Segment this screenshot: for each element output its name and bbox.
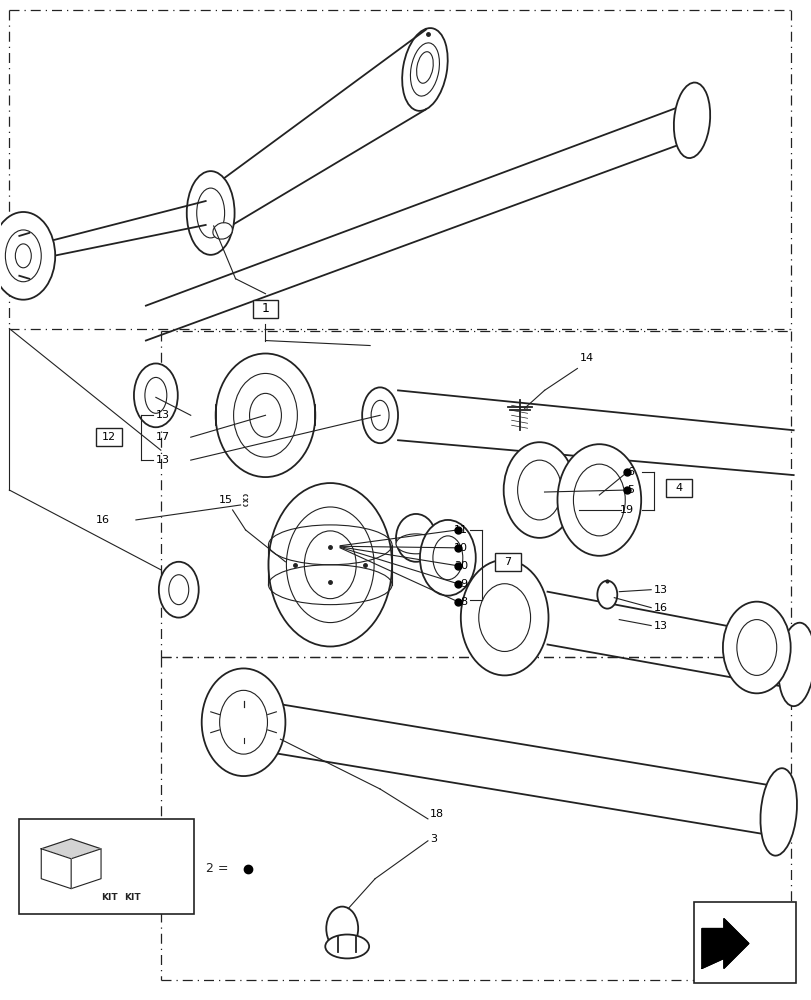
Text: 15: 15 <box>218 495 233 505</box>
Ellipse shape <box>557 444 641 556</box>
Ellipse shape <box>0 212 55 300</box>
FancyBboxPatch shape <box>252 300 278 318</box>
Text: 1: 1 <box>261 302 269 315</box>
Text: 4: 4 <box>675 483 682 493</box>
Text: 16: 16 <box>654 603 667 613</box>
Text: 12: 12 <box>102 432 116 442</box>
Ellipse shape <box>461 560 548 675</box>
Text: 3: 3 <box>429 834 436 844</box>
Text: 13: 13 <box>654 621 667 631</box>
Ellipse shape <box>419 520 475 596</box>
Text: 18: 18 <box>429 809 444 819</box>
FancyBboxPatch shape <box>494 553 520 571</box>
Text: 10: 10 <box>453 543 467 553</box>
Text: 17: 17 <box>156 432 169 442</box>
Ellipse shape <box>778 623 811 706</box>
Ellipse shape <box>268 483 392 646</box>
Text: 13: 13 <box>156 455 169 465</box>
Bar <box>19 819 194 914</box>
Ellipse shape <box>401 28 447 111</box>
Ellipse shape <box>396 514 436 562</box>
Bar <box>693 902 795 983</box>
Text: 14: 14 <box>579 353 593 363</box>
Ellipse shape <box>326 907 358 950</box>
Ellipse shape <box>722 602 790 693</box>
Text: 13: 13 <box>156 410 169 420</box>
Text: KIT: KIT <box>101 893 117 902</box>
Polygon shape <box>71 849 101 889</box>
Text: 8: 8 <box>460 597 467 607</box>
Ellipse shape <box>396 534 436 554</box>
Ellipse shape <box>673 83 710 158</box>
Polygon shape <box>41 839 101 859</box>
Ellipse shape <box>212 223 232 239</box>
Ellipse shape <box>325 935 369 958</box>
Text: 20: 20 <box>453 561 467 571</box>
Text: 7: 7 <box>504 557 511 567</box>
Text: 19: 19 <box>620 505 633 515</box>
Polygon shape <box>702 919 748 968</box>
Ellipse shape <box>216 354 315 477</box>
Text: 13: 13 <box>654 585 667 595</box>
Ellipse shape <box>760 768 796 856</box>
Ellipse shape <box>187 171 234 255</box>
Ellipse shape <box>201 668 285 776</box>
FancyBboxPatch shape <box>665 479 691 497</box>
Text: KIT: KIT <box>124 893 141 902</box>
Text: 16: 16 <box>96 515 110 525</box>
Ellipse shape <box>597 581 616 609</box>
Ellipse shape <box>503 442 575 538</box>
Ellipse shape <box>159 562 199 618</box>
Ellipse shape <box>134 363 178 427</box>
Text: 6: 6 <box>626 467 633 477</box>
Text: 2 =: 2 = <box>205 862 228 875</box>
Polygon shape <box>41 849 71 889</box>
Ellipse shape <box>362 387 397 443</box>
FancyBboxPatch shape <box>96 428 122 446</box>
Text: 9: 9 <box>460 579 467 589</box>
Text: 5: 5 <box>626 485 633 495</box>
Text: 11: 11 <box>453 525 467 535</box>
